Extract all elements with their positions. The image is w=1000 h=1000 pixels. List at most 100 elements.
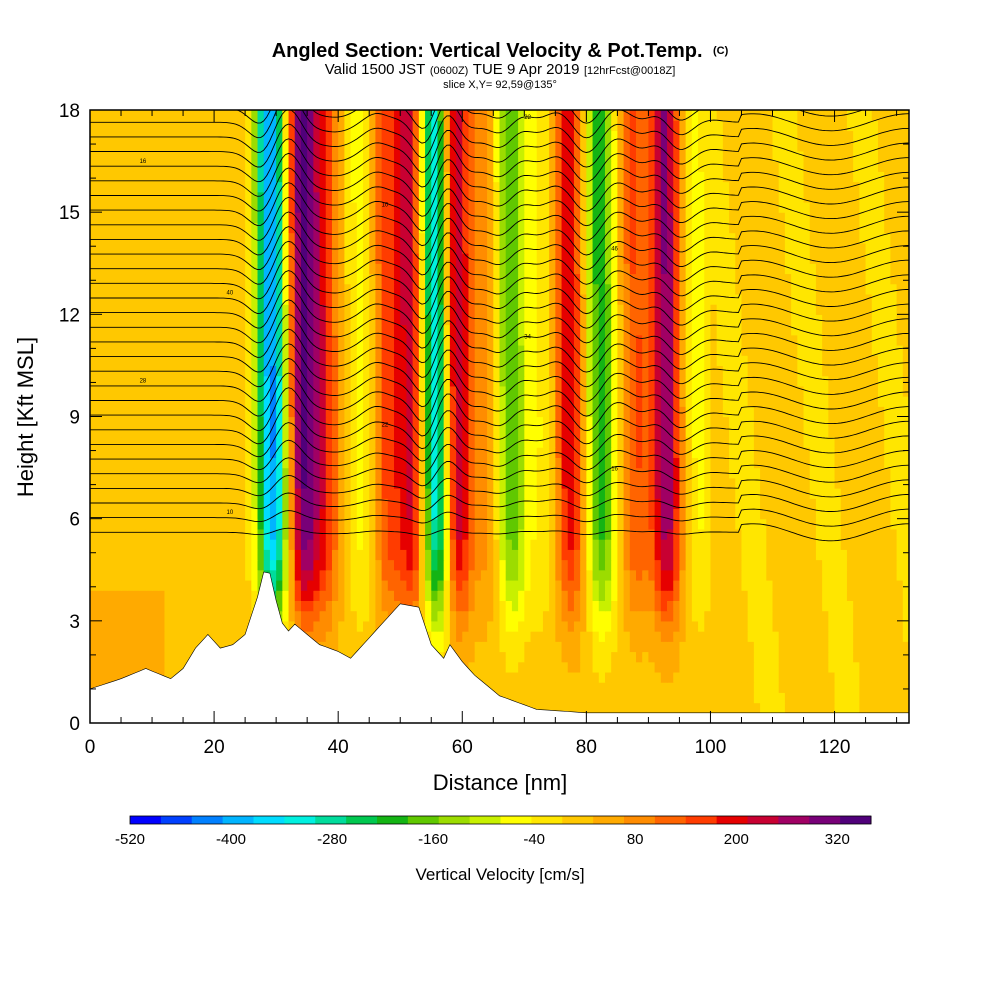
heatmap-cell [791, 467, 798, 479]
heatmap-cell [344, 385, 352, 397]
heatmap-cell [387, 365, 395, 377]
heatmap-cell [648, 702, 656, 714]
heatmap-cell [487, 600, 494, 612]
heatmap-cell [704, 355, 712, 367]
heatmap-cell [722, 692, 730, 704]
heatmap-cell [902, 549, 909, 561]
heatmap-cell [294, 344, 302, 356]
heatmap-cell [493, 620, 501, 632]
heatmap-cell [611, 528, 618, 540]
heatmap-cell [406, 436, 414, 448]
heatmap-cell [164, 641, 172, 653]
heatmap-cell [685, 651, 693, 663]
heatmap-cell [580, 467, 587, 479]
heatmap-cell [772, 406, 780, 418]
heatmap-cell [586, 692, 594, 704]
heatmap-cell [474, 528, 482, 540]
heatmap-cell [617, 334, 625, 346]
heatmap-cell [555, 610, 563, 622]
heatmap-cell [437, 447, 445, 458]
heatmap-cell [567, 702, 575, 714]
heatmap-cell [325, 631, 333, 642]
heatmap-cell [797, 600, 805, 612]
heatmap-cell [877, 355, 885, 367]
heatmap-cell [530, 682, 538, 693]
heatmap-cell [307, 620, 314, 632]
heatmap-cell [456, 498, 463, 510]
heatmap-cell [245, 344, 252, 356]
heatmap-cell [189, 385, 197, 397]
heatmap-cell [195, 334, 203, 346]
heatmap-cell [456, 631, 463, 642]
heatmap-cell [474, 539, 482, 550]
heatmap-cell [251, 355, 259, 367]
heatmap-cell [654, 477, 662, 489]
heatmap-cell [884, 447, 891, 458]
heatmap-cell [493, 508, 501, 520]
heatmap-cell [158, 569, 166, 581]
heatmap-cell [363, 579, 370, 591]
heatmap-cell [511, 651, 519, 663]
heatmap-cell [406, 416, 414, 428]
heatmap-cell [747, 702, 755, 714]
heatmap-cell [406, 334, 414, 346]
heatmap-cell [679, 436, 687, 448]
heatmap-cell [139, 620, 147, 632]
heatmap-cell [822, 375, 829, 387]
heatmap-cell [356, 549, 364, 561]
heatmap-cell [884, 631, 891, 642]
heatmap-cell [567, 477, 575, 489]
heatmap-cell [294, 355, 302, 367]
heatmap-cell [710, 692, 718, 704]
heatmap-cell [251, 426, 259, 438]
heatmap-cell [772, 590, 780, 601]
heatmap-cell [561, 631, 569, 642]
heatmap-cell [325, 518, 333, 530]
heatmap-cell [791, 416, 798, 428]
heatmap-cell [325, 396, 333, 407]
heatmap-cell [797, 528, 805, 540]
heatmap-cell [623, 344, 631, 356]
heatmap-cell [815, 610, 823, 622]
heatmap-cell [164, 355, 172, 367]
heatmap-cell [375, 334, 383, 346]
heatmap-cell [778, 467, 786, 479]
heatmap-cell [865, 559, 873, 571]
heatmap-cell [667, 488, 674, 499]
heatmap-cell [834, 569, 842, 581]
heatmap-cell [276, 498, 283, 510]
heatmap-cell [673, 631, 681, 642]
heatmap-cell [698, 385, 705, 397]
heatmap-cell [623, 579, 631, 591]
heatmap-cell [319, 528, 327, 540]
heatmap-cell [573, 426, 581, 438]
heatmap-cell [176, 426, 184, 438]
heatmap-cell [183, 477, 190, 489]
heatmap-cell [338, 631, 345, 642]
heatmap-cell [418, 385, 426, 397]
heatmap-cell [226, 406, 234, 418]
heatmap-cell [623, 682, 631, 693]
heatmap-cell [542, 641, 550, 653]
heatmap-cell [896, 406, 904, 418]
heatmap-cell [555, 375, 563, 387]
heatmap-cell [307, 406, 314, 418]
heatmap-cell [381, 467, 389, 479]
heatmap-cell [313, 344, 321, 356]
heatmap-cell [617, 508, 625, 520]
heatmap-cell [307, 631, 314, 642]
heatmap-cell [183, 620, 190, 632]
heatmap-cell [598, 600, 606, 612]
heatmap-cell [896, 549, 904, 561]
heatmap-cell [176, 549, 184, 561]
heatmap-cell [803, 385, 811, 397]
heatmap-cell [344, 620, 352, 632]
heatmap-cell [654, 651, 662, 663]
heatmap-cell [766, 682, 774, 693]
heatmap-cell [319, 355, 327, 367]
heatmap-cell [207, 498, 215, 510]
heatmap-cell [846, 620, 854, 632]
heatmap-cell [846, 641, 854, 653]
heatmap-cell [853, 549, 860, 561]
heatmap-cell [158, 590, 166, 601]
